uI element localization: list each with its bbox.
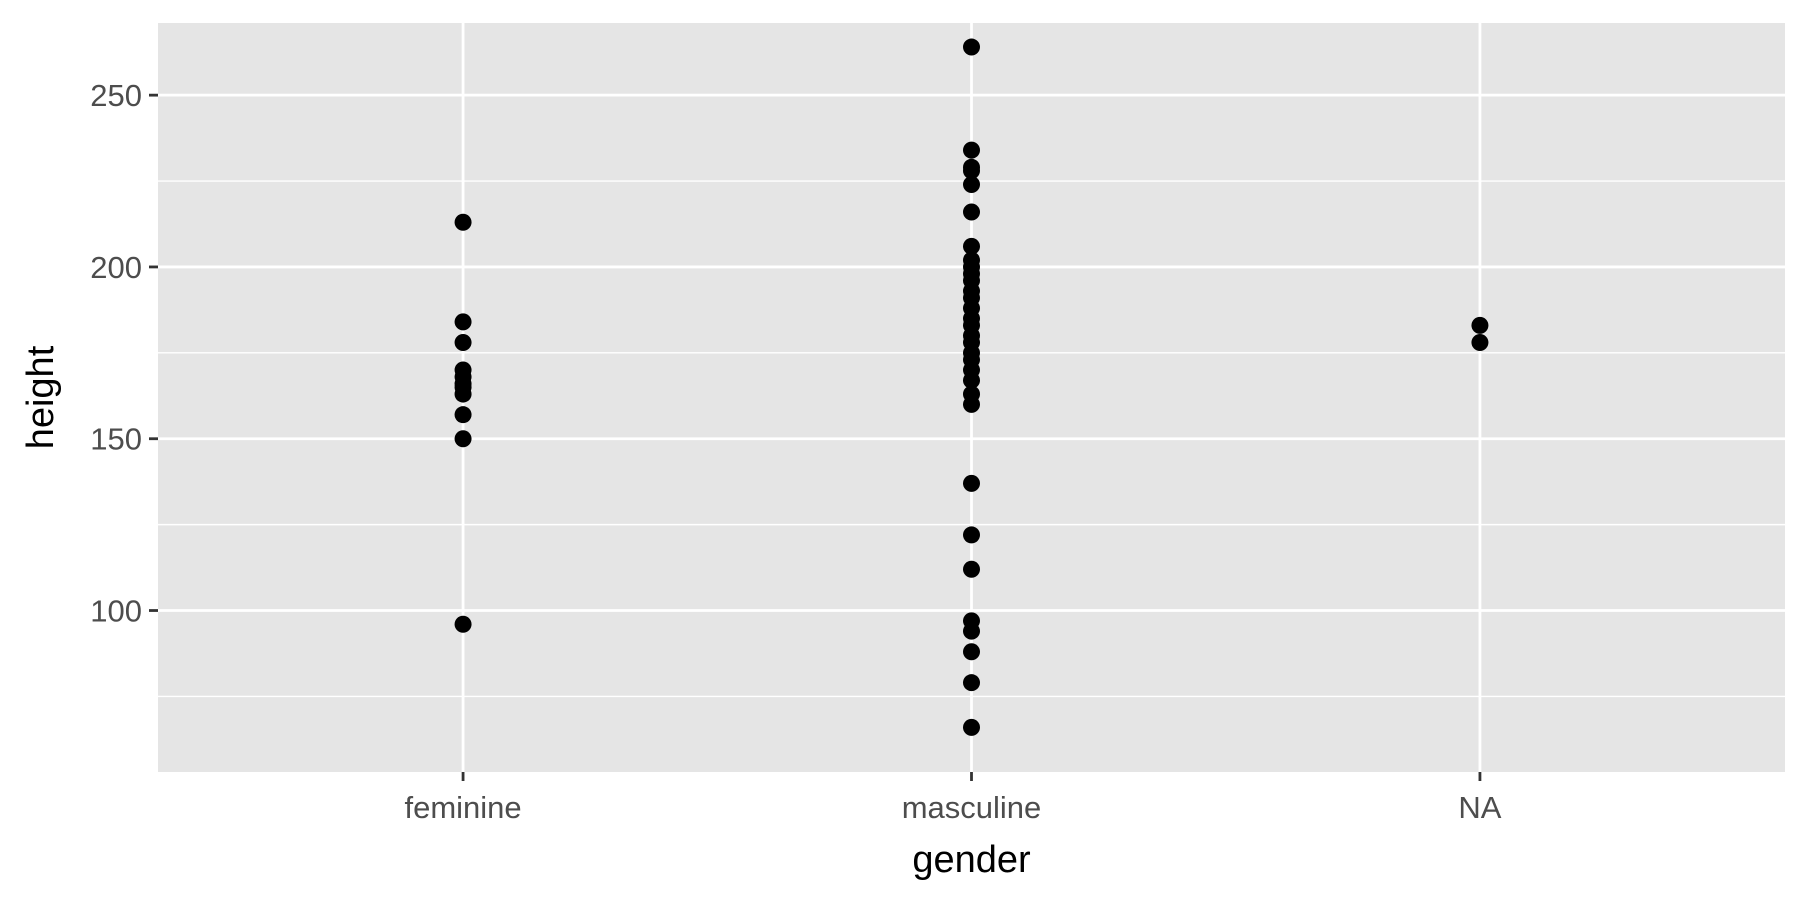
data-point [454, 430, 472, 448]
y-tick-label: 250 [90, 78, 142, 113]
data-point [963, 674, 980, 692]
data-point [963, 371, 980, 389]
y-axis-title: height [20, 345, 62, 449]
data-point [963, 175, 980, 193]
x-axis-title: gender [912, 839, 1031, 881]
data-point [963, 162, 980, 180]
data-point [963, 395, 980, 413]
data-point [454, 334, 472, 352]
data-point [963, 622, 980, 640]
x-tick-label: masculine [902, 790, 1042, 825]
data-point [963, 526, 980, 544]
data-point [963, 643, 980, 661]
data-point [963, 38, 980, 56]
data-point [454, 213, 472, 231]
x-tick-label: feminine [404, 790, 521, 825]
y-axis: 100 150 200 250 [90, 78, 158, 629]
data-point [454, 406, 472, 424]
data-point [963, 560, 980, 578]
data-point [1471, 334, 1489, 352]
data-point [963, 141, 980, 159]
x-tick-label: NA [1458, 790, 1501, 825]
data-point [454, 313, 472, 331]
data-point [454, 385, 472, 403]
data-point [963, 474, 980, 492]
data-point [963, 237, 980, 255]
y-tick-label: 200 [90, 250, 142, 285]
data-point [454, 615, 472, 633]
y-tick-label: 100 [90, 594, 142, 629]
data-point [963, 718, 980, 736]
data-point [1471, 316, 1489, 334]
x-axis: feminine masculine NA [404, 772, 1502, 825]
y-tick-label: 150 [90, 422, 142, 457]
data-point [963, 203, 980, 221]
data-points [454, 38, 1489, 736]
